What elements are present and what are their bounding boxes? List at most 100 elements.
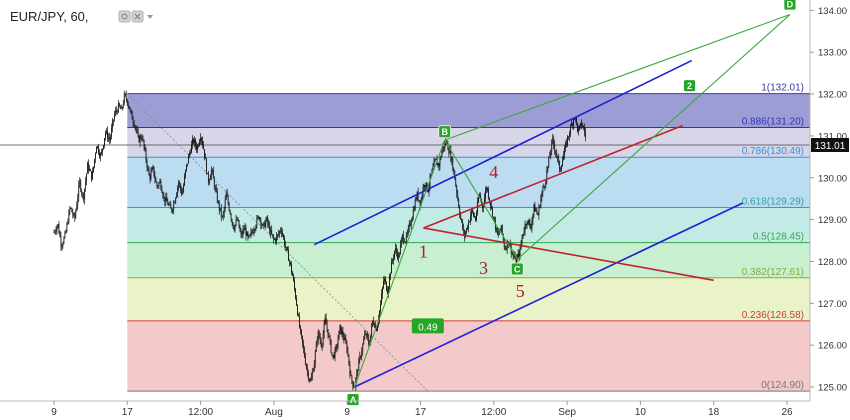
candle-body — [459, 207, 461, 215]
marker-0-49[interactable]: 0.49 — [411, 318, 444, 334]
blue-trend-line-1[interactable] — [354, 202, 744, 388]
candle-body — [538, 206, 540, 216]
y-tick-label: 132.00 — [818, 90, 847, 101]
marker-2[interactable]: 2 — [683, 79, 696, 93]
x-axis[interactable]: 9 17 12:00 Aug 9 17 12:00 Sep 10 18 26 — [51, 401, 793, 418]
settings-icon[interactable] — [118, 10, 131, 23]
candle-body — [235, 219, 237, 225]
candle-body — [458, 199, 460, 208]
candle-body — [535, 210, 537, 212]
marker-A[interactable]: A — [346, 393, 360, 406]
candle-body — [265, 220, 267, 227]
candle-body — [430, 174, 432, 177]
candle-body — [263, 222, 265, 225]
elliott-wave-labels: 1 3 4 5 — [419, 162, 525, 301]
marker-C[interactable]: C — [510, 262, 524, 276]
x-tick-label: 12:00 — [481, 407, 506, 418]
candle-body — [197, 145, 198, 150]
candle-body — [500, 225, 502, 231]
candle-body — [404, 242, 406, 243]
candle-body — [419, 200, 421, 206]
candle-body — [497, 232, 499, 235]
candle-body — [128, 105, 130, 110]
candle-body — [465, 232, 467, 237]
candle-body — [399, 244, 401, 255]
pattern-markers[interactable]: A B C D 2 0.49 — [346, 0, 797, 406]
candle-body — [341, 331, 343, 334]
green-trend-line-5[interactable] — [444, 139, 518, 260]
candle-body — [533, 204, 535, 214]
wave-label-5: 5 — [516, 281, 525, 301]
green-trend-line-6[interactable] — [516, 14, 791, 260]
candle-body — [54, 231, 56, 233]
candle-body — [75, 210, 77, 218]
candle-body — [68, 211, 70, 224]
candle-body — [214, 187, 216, 189]
candle-body — [417, 192, 419, 201]
candle-body — [434, 159, 436, 162]
candle-body — [530, 227, 532, 229]
candle-body — [542, 187, 544, 193]
candle-body — [268, 223, 270, 226]
red-trend-line-3[interactable] — [423, 227, 714, 282]
green-trend-line-4[interactable] — [354, 139, 446, 388]
candle-body — [112, 119, 114, 122]
fib-diagonal-dashed-line — [127, 93, 429, 392]
candle-body — [464, 230, 466, 237]
candle-body — [189, 152, 190, 156]
candle-body — [349, 363, 351, 375]
candle-body — [353, 386, 355, 388]
candle-body — [437, 163, 439, 166]
candle-body — [346, 343, 348, 351]
candle-body — [324, 318, 326, 325]
candle-body — [517, 253, 519, 257]
candle-body — [127, 103, 129, 106]
candle-body — [195, 139, 196, 146]
trend-lines[interactable] — [313, 14, 791, 388]
candle-body — [367, 333, 369, 339]
candle-body — [157, 186, 159, 187]
candle-body — [363, 339, 365, 345]
candle-body — [545, 181, 547, 187]
marker-D[interactable]: D — [783, 0, 797, 11]
candle-body — [184, 176, 186, 186]
y-axis[interactable]: 125.00 126.00 127.00 128.00 129.00 130.00 131.… — [810, 6, 847, 394]
candle-body — [299, 327, 301, 330]
candle-body — [220, 208, 222, 217]
candle-body — [394, 248, 396, 252]
blue-trend-line-0[interactable] — [313, 59, 693, 246]
dropdown-arrow-icon[interactable] — [147, 15, 153, 19]
candle-body — [495, 227, 497, 230]
candle-body — [148, 168, 150, 176]
fib-level-label: 0.5(128.45) — [753, 232, 804, 243]
red-trend-line-2[interactable] — [423, 124, 684, 229]
marker-B[interactable]: B — [438, 125, 452, 139]
candle-body — [488, 189, 489, 199]
candle-body — [457, 193, 459, 200]
candle-body — [478, 198, 479, 202]
candle-body — [252, 232, 254, 234]
candle-body — [129, 109, 131, 111]
candle-body — [335, 346, 337, 349]
candle-body — [571, 123, 572, 126]
candle-body — [294, 280, 295, 289]
candle-body — [81, 190, 83, 194]
marker-box-label: 2 — [687, 81, 692, 91]
close-icon[interactable] — [131, 10, 144, 23]
candle-body — [568, 136, 569, 138]
candle-body — [374, 324, 376, 328]
candle-body — [158, 183, 160, 187]
green-trend-line-7[interactable] — [444, 14, 791, 141]
candle-body — [118, 103, 120, 107]
candle-body — [329, 336, 331, 341]
fib-level-label: 0.786(130.49) — [742, 146, 804, 157]
candle-body — [306, 368, 308, 372]
candle-body — [154, 175, 156, 180]
candle-body — [156, 182, 158, 187]
candle-body — [401, 234, 403, 239]
candle-body — [320, 341, 322, 347]
candle-body — [84, 188, 86, 200]
marker-box — [510, 262, 524, 276]
candle-body — [352, 381, 354, 387]
